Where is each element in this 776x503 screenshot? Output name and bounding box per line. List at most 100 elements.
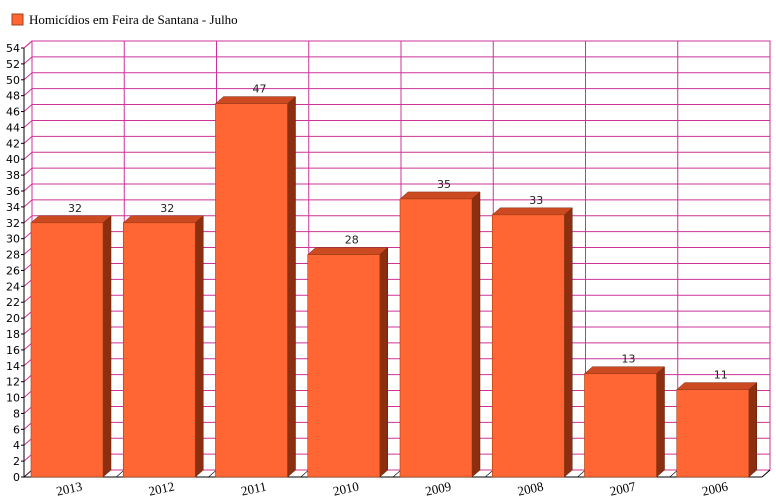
bar-top (399, 191, 481, 200)
bar (215, 103, 288, 478)
data-label: 35 (437, 178, 451, 191)
floor-gridline (300, 469, 309, 478)
wall-top-edge (23, 40, 33, 49)
bar-side (656, 366, 665, 478)
wall-gridline (23, 453, 33, 462)
bar-side (379, 247, 388, 478)
y-tick-label: 52 (6, 58, 20, 71)
y-tick-label: 44 (6, 121, 20, 134)
bar (30, 222, 104, 478)
y-tick-label: 40 (6, 153, 20, 166)
x-tick-label: 2009 (424, 479, 453, 499)
y-tick-label: 8 (13, 407, 20, 420)
y-tick-label: 36 (6, 185, 20, 198)
x-tick-label: 2007 (608, 478, 637, 498)
bar-top (30, 215, 112, 224)
floor-gridline (669, 469, 678, 478)
data-label: 33 (529, 194, 543, 207)
wall-gridline (23, 421, 33, 430)
bar-side (471, 191, 481, 478)
y-tick-label: 22 (6, 296, 20, 309)
floor-gridline (485, 469, 494, 478)
y-tick-label: 42 (6, 137, 20, 150)
legend-label: Homicídios em Feira de Santana - Julho (29, 12, 238, 27)
bar-side (564, 207, 573, 478)
y-tick-label: 20 (6, 312, 20, 325)
wall-gridline (23, 120, 33, 128)
y-tick-label: 38 (6, 169, 20, 182)
x-tick-label: 2010 (332, 479, 361, 499)
data-label: 28 (345, 234, 359, 247)
y-tick-label: 6 (13, 423, 20, 436)
wall-gridline (23, 278, 33, 287)
wall-gridline (23, 215, 33, 224)
wall-gridline (23, 231, 33, 240)
data-label: 13 (622, 353, 636, 366)
wall-gridline (23, 104, 33, 112)
floor-gridline (116, 469, 125, 478)
y-tick-label: 54 (6, 42, 20, 55)
y-tick-label: 2 (13, 455, 20, 468)
y-tick-label: 48 (6, 90, 20, 103)
bar-top (583, 366, 666, 374)
wall-gridline (23, 326, 33, 335)
x-tick-label: 2006 (701, 478, 730, 498)
wall-gridline (23, 183, 33, 192)
y-tick-label: 50 (6, 74, 20, 87)
data-label: 32 (68, 202, 82, 215)
bar (491, 214, 565, 478)
y-tick-label: 28 (6, 249, 20, 262)
bar (676, 389, 750, 478)
bar-side (748, 382, 757, 478)
bar (584, 373, 657, 478)
bar (399, 198, 473, 478)
wall-gridline (23, 56, 33, 65)
y-tick-label: 30 (6, 233, 20, 246)
wall-gridline (23, 437, 33, 446)
bar-top (214, 96, 297, 104)
wall-gridline (23, 358, 33, 367)
y-tick-label: 34 (6, 201, 20, 214)
bar-top (122, 215, 204, 224)
wall-gridline (23, 135, 33, 144)
floor-gridline (392, 469, 402, 478)
wall-gridline (23, 151, 33, 160)
bar-top (307, 247, 389, 255)
y-tick-label: 26 (6, 264, 20, 277)
y-tick-label: 4 (13, 439, 20, 452)
floor-gridline (577, 469, 586, 478)
wall-gridline (23, 406, 33, 414)
y-tick-label: 18 (6, 328, 20, 341)
y-tick-label: 0 (13, 471, 20, 484)
wall-gridline (23, 263, 33, 271)
y-tick-label: 16 (6, 344, 20, 357)
wall-gridline (23, 310, 33, 319)
floor-gridline (23, 469, 33, 478)
x-tick-label: 2013 (55, 479, 84, 499)
wall-gridline (23, 167, 33, 176)
y-tick-label: 10 (6, 392, 20, 405)
wall-gridline (23, 294, 33, 303)
floor-gridline (208, 469, 217, 478)
plot-area: 0246810121416182022242628303234363840424… (6, 40, 771, 499)
y-tick-label: 12 (6, 376, 20, 389)
bar (307, 254, 381, 478)
data-label: 11 (714, 369, 728, 382)
wall-gridline (23, 390, 33, 398)
floor-right-edge (761, 469, 771, 478)
y-tick-label: 24 (6, 280, 20, 293)
bar-top (676, 382, 758, 390)
y-tick-label: 14 (6, 360, 20, 373)
wall-gridline (23, 247, 33, 255)
wall-gridline (23, 72, 33, 81)
wall-gridline (23, 88, 33, 97)
x-tick-label: 2012 (147, 479, 176, 499)
bar-top (491, 207, 573, 216)
bar-side (287, 96, 296, 478)
y-tick-label: 32 (6, 217, 20, 230)
data-label: 47 (253, 83, 267, 96)
legend-swatch (11, 13, 24, 26)
bar (122, 222, 196, 478)
bar-side (195, 215, 204, 478)
